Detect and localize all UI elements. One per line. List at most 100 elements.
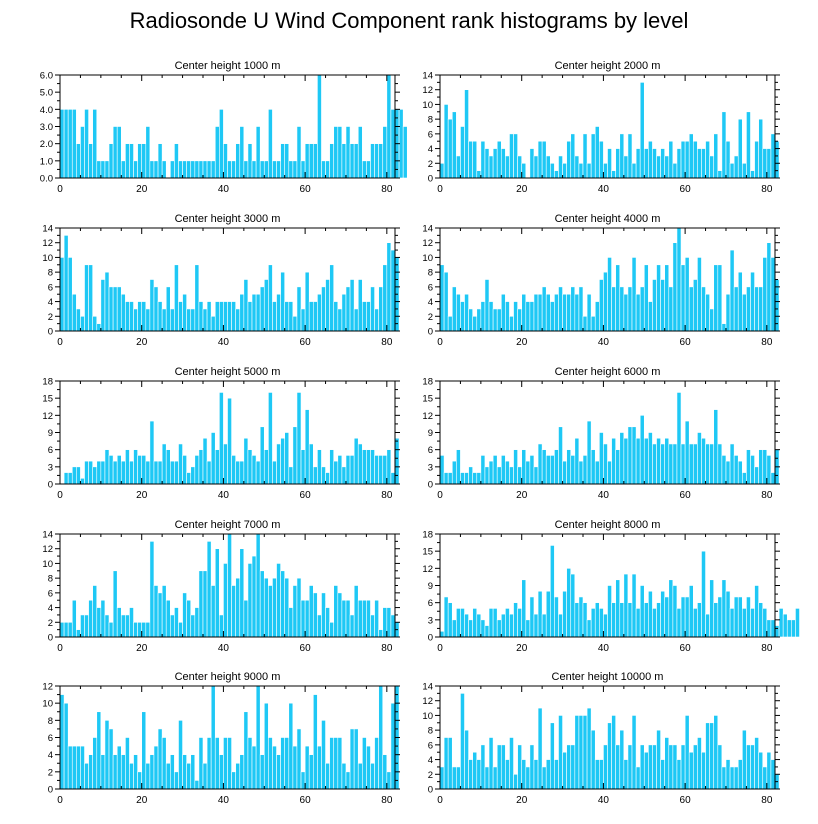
histogram-bar [137, 771, 143, 790]
histogram-bar [112, 570, 118, 638]
histogram-bar [141, 711, 147, 790]
panel-title: Center height 10000 m [552, 671, 664, 683]
histogram-bar [80, 477, 85, 485]
histogram-bar [161, 585, 167, 638]
y-tick-label: 3 [428, 615, 433, 626]
histogram-bar [84, 460, 89, 485]
histogram-bar [378, 143, 384, 179]
histogram-bar [92, 109, 98, 179]
y-tick-label: 2 [48, 767, 53, 778]
histogram-bar [594, 759, 600, 790]
x-tick-label: 60 [680, 184, 692, 195]
histogram-bar [709, 443, 715, 485]
histogram-bar [116, 745, 122, 790]
histogram-bar [443, 737, 449, 790]
histogram-bar [594, 602, 600, 638]
histogram-bar [386, 242, 392, 332]
histogram-bar [742, 293, 747, 332]
histogram-bar [688, 751, 694, 790]
panel-title: Center height 5000 m [175, 366, 281, 378]
histogram-bar [545, 455, 551, 485]
histogram-bar [652, 744, 657, 790]
histogram-bar [235, 577, 241, 638]
histogram-bar [684, 257, 690, 332]
histogram-bar [370, 286, 375, 332]
histogram-bar [296, 286, 302, 332]
histogram-bar [590, 449, 596, 485]
histogram-bar [562, 162, 567, 179]
histogram-bar [149, 279, 155, 332]
histogram-bar [513, 773, 518, 790]
histogram-bar [643, 148, 649, 179]
histogram-bar [133, 449, 138, 485]
histogram-bar [701, 550, 706, 638]
histogram-bar [750, 608, 755, 638]
histogram-bar [615, 579, 621, 638]
histogram-bar [390, 249, 396, 332]
histogram-bar [721, 579, 727, 638]
histogram-bar [554, 596, 559, 638]
histogram-bar [468, 140, 473, 179]
histogram-bar [545, 293, 551, 332]
histogram-bar [165, 599, 171, 638]
histogram-bar [125, 614, 130, 638]
histogram-bar [235, 143, 241, 179]
histogram-bar [268, 585, 273, 638]
histogram-bar [268, 392, 273, 485]
histogram-bar [725, 460, 731, 485]
histogram-bar [280, 437, 285, 485]
histogram-bar [513, 133, 518, 179]
histogram-bar [263, 160, 269, 179]
histogram-bar [145, 126, 151, 179]
histogram-bar [202, 160, 208, 179]
histogram-bar [562, 293, 567, 332]
histogram-bar [104, 614, 110, 638]
histogram-bar [394, 437, 400, 485]
y-tick-label: 4.0 [40, 105, 53, 116]
histogram-bar [668, 579, 674, 638]
histogram-bar [312, 694, 318, 790]
histogram-bar [770, 257, 776, 332]
histogram-bar [141, 455, 147, 485]
histogram-bar [67, 621, 73, 638]
histogram-bar [737, 596, 743, 638]
histogram-bar [161, 308, 167, 332]
histogram-panel-4: Center height 4000 m 0 20 40 60 80 0 2 4 6 8 10 12 14 [422, 213, 780, 348]
y-tick-label: 6 [48, 445, 53, 456]
histogram-bar [247, 737, 253, 790]
histogram-bar [623, 573, 629, 638]
histogram-bar [178, 621, 183, 638]
histogram-bar [750, 170, 755, 179]
x-tick-label: 20 [516, 490, 528, 501]
y-tick-label: 9 [48, 428, 53, 439]
histogram-bar [125, 737, 130, 790]
histogram-bar [300, 160, 306, 179]
histogram-bar [770, 619, 776, 638]
histogram-bar [243, 599, 249, 638]
histogram-bar [288, 607, 294, 638]
histogram-bar [210, 432, 216, 485]
histogram-bar [76, 745, 81, 790]
histogram-bar [684, 715, 690, 790]
x-tick-label: 0 [437, 643, 443, 654]
histogram-bar [742, 608, 747, 638]
histogram-bar [312, 466, 318, 485]
x-tick-label: 60 [680, 795, 692, 806]
histogram-bar [219, 614, 224, 638]
histogram-bar [186, 472, 192, 485]
y-tick-label: 8 [48, 574, 53, 585]
x-tick-label: 60 [680, 643, 692, 654]
histogram-bar [190, 466, 196, 485]
histogram-bar [349, 455, 355, 485]
histogram-bar [505, 155, 510, 179]
histogram-bar [227, 301, 232, 332]
histogram-bar [104, 449, 110, 485]
histogram-bar [129, 607, 134, 638]
x-tick-label: 80 [381, 643, 393, 654]
histogram-bar [120, 293, 126, 332]
histogram-bar [541, 613, 547, 638]
histogram-bar [635, 608, 641, 638]
histogram-bar [692, 279, 698, 332]
histogram-bar [300, 599, 306, 638]
